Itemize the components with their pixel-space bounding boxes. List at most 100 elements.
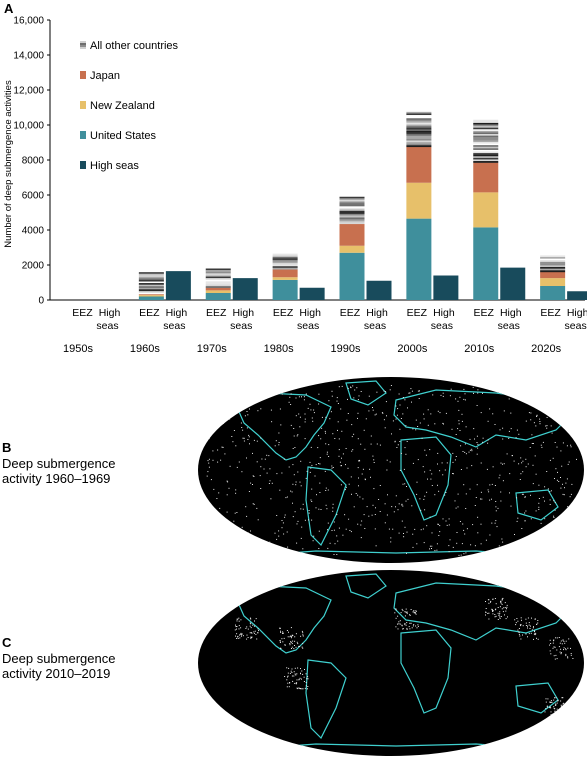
activity-dot bbox=[563, 420, 565, 422]
activity-dot bbox=[297, 471, 299, 473]
activity-dot bbox=[537, 622, 539, 624]
activity-dot bbox=[473, 392, 474, 394]
activity-dot bbox=[327, 522, 329, 524]
activity-dot bbox=[294, 645, 295, 646]
activity-dot bbox=[550, 714, 552, 715]
activity-dot bbox=[353, 397, 355, 399]
legend-swatch bbox=[80, 101, 86, 109]
activity-dot bbox=[567, 647, 569, 649]
activity-dot bbox=[504, 614, 505, 616]
activity-dot bbox=[353, 433, 355, 435]
activity-dot bbox=[236, 628, 237, 630]
activity-dot bbox=[560, 450, 562, 452]
activity-dot bbox=[233, 430, 235, 431]
activity-dot bbox=[243, 440, 245, 442]
activity-dot bbox=[296, 542, 298, 544]
activity-dot bbox=[552, 713, 554, 715]
activity-dot bbox=[503, 410, 505, 412]
activity-dot bbox=[521, 541, 522, 543]
activity-dot bbox=[527, 636, 528, 638]
bar-segment-united-states-2020s bbox=[540, 286, 566, 300]
activity-dot bbox=[336, 514, 338, 515]
activity-dot bbox=[531, 617, 532, 619]
activity-dot bbox=[537, 620, 539, 621]
activity-dot bbox=[294, 640, 296, 642]
activity-dot bbox=[487, 489, 489, 491]
activity-dot bbox=[520, 457, 522, 459]
activity-dot bbox=[290, 393, 292, 395]
activity-dot bbox=[278, 535, 280, 537]
activity-dot bbox=[301, 688, 303, 690]
high-seas-label-line2: seas bbox=[431, 320, 453, 332]
activity-dot bbox=[556, 479, 558, 481]
activity-dot bbox=[217, 607, 219, 609]
activity-dot bbox=[542, 441, 544, 443]
activity-dot bbox=[494, 424, 496, 425]
activity-dot bbox=[465, 453, 467, 455]
activity-dot bbox=[315, 507, 317, 509]
activity-dot bbox=[417, 625, 419, 627]
activity-dot bbox=[414, 611, 416, 613]
activity-dot bbox=[528, 622, 530, 624]
activity-dot bbox=[241, 633, 243, 635]
activity-dot bbox=[401, 608, 403, 610]
activity-dot bbox=[234, 512, 236, 514]
activity-dot bbox=[445, 412, 447, 414]
activity-dot bbox=[240, 619, 242, 621]
activity-dot bbox=[209, 605, 210, 607]
activity-dot bbox=[269, 541, 271, 543]
activity-dot bbox=[405, 425, 407, 427]
activity-dot bbox=[240, 632, 242, 634]
activity-dot bbox=[290, 670, 292, 672]
activity-dot bbox=[549, 504, 551, 505]
activity-dot bbox=[301, 526, 303, 528]
activity-dot bbox=[394, 440, 396, 442]
activity-dot bbox=[208, 595, 210, 597]
activity-dot bbox=[218, 400, 220, 402]
activity-dot bbox=[443, 423, 444, 425]
activity-dot bbox=[246, 427, 248, 429]
activity-dot bbox=[471, 450, 473, 452]
high-seas-label: High bbox=[366, 307, 388, 319]
activity-dot bbox=[308, 510, 310, 511]
activity-dot bbox=[557, 718, 559, 720]
activity-dot bbox=[562, 442, 564, 444]
activity-dot bbox=[401, 504, 403, 506]
activity-dot bbox=[535, 633, 537, 635]
activity-dot bbox=[466, 528, 468, 530]
activity-dot bbox=[263, 468, 265, 470]
activity-dot bbox=[494, 522, 496, 524]
activity-dot bbox=[296, 679, 298, 681]
activity-dot bbox=[295, 415, 297, 417]
activity-dot bbox=[210, 409, 212, 411]
activity-dot bbox=[531, 434, 533, 436]
activity-dot bbox=[278, 442, 280, 443]
activity-dot bbox=[307, 676, 309, 678]
activity-dot bbox=[325, 487, 327, 489]
activity-dot bbox=[257, 410, 259, 412]
activity-dot bbox=[266, 541, 268, 543]
activity-dot bbox=[564, 703, 565, 705]
y-tick-label: 6000 bbox=[22, 191, 45, 202]
activity-dot bbox=[221, 446, 223, 448]
activity-dot bbox=[504, 546, 506, 547]
activity-dot bbox=[555, 468, 557, 470]
activity-dot bbox=[553, 517, 555, 518]
activity-dot bbox=[291, 636, 293, 637]
activity-dot bbox=[358, 460, 360, 462]
activity-dot bbox=[465, 493, 467, 495]
activity-dot bbox=[477, 447, 479, 449]
activity-dot bbox=[538, 506, 540, 508]
bar-segment-other-1970s bbox=[205, 270, 231, 272]
activity-dot bbox=[402, 610, 404, 612]
activity-dot bbox=[282, 631, 284, 633]
activity-dot bbox=[550, 393, 552, 395]
activity-dot bbox=[296, 523, 298, 525]
eez-label: EEZ bbox=[206, 307, 227, 319]
activity-dot bbox=[246, 411, 248, 412]
bar-segment-other-2000s bbox=[406, 111, 432, 114]
activity-dot bbox=[304, 519, 306, 521]
activity-dot bbox=[334, 543, 336, 545]
activity-dot bbox=[249, 393, 251, 395]
activity-dot bbox=[414, 528, 416, 530]
